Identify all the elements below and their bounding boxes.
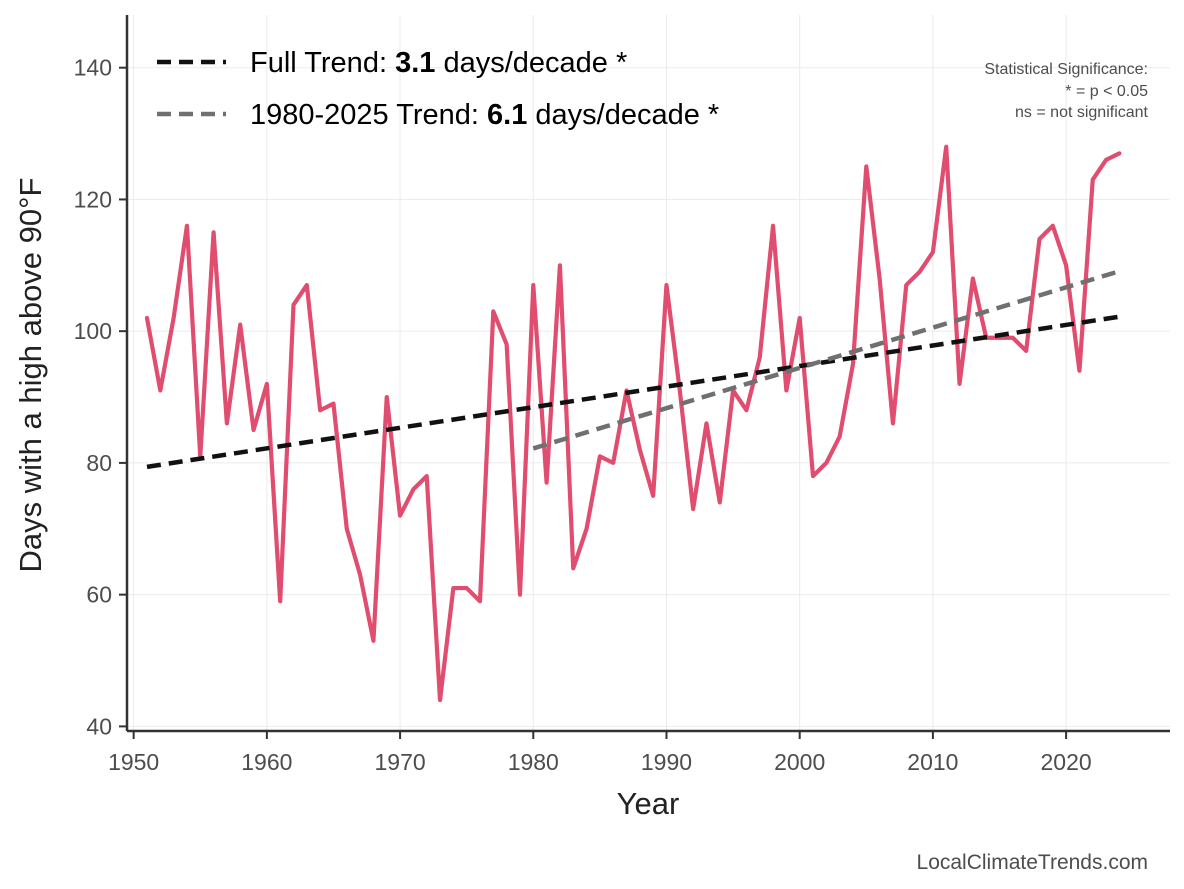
legend-label-1980-2025-trend: 1980-2025 Trend: 6.1 days/decade * bbox=[250, 99, 719, 131]
legend-label-full-trend: Full Trend: 3.1 days/decade * bbox=[250, 47, 627, 79]
legend-prefix-full-trend: Full Trend: bbox=[250, 47, 395, 79]
legend: Full Trend: 3.1 days/decade * 1980-2025 … bbox=[157, 47, 719, 131]
x-tick-label-2020: 2020 bbox=[1041, 749, 1092, 775]
ticks: 40 60 80 100 120 140 1950 1960 1970 1980 1990 2000 2… bbox=[74, 55, 1092, 775]
trend-line-full-trend bbox=[146, 314, 1120, 470]
significance-title: Statistical Significance: bbox=[984, 61, 1148, 78]
y-tick-label-120: 120 bbox=[74, 186, 112, 212]
y-axis-title: Days with a high above 90°F bbox=[13, 178, 48, 573]
significance-note: Statistical Significance: * = p < 0.05 n… bbox=[984, 61, 1148, 121]
legend-suffix-1980-2025-trend: days/decade * bbox=[527, 99, 719, 131]
x-tick-label-1990: 1990 bbox=[641, 749, 692, 775]
y-tick-label-60: 60 bbox=[86, 582, 112, 608]
x-tick-label-2000: 2000 bbox=[774, 749, 825, 775]
significance-ns: ns = not significant bbox=[1015, 104, 1149, 121]
trend-line-1980-2025-trend bbox=[532, 269, 1121, 451]
x-tick-label-1960: 1960 bbox=[241, 749, 292, 775]
y-tick-label-40: 40 bbox=[86, 713, 112, 739]
series-line-0 bbox=[144, 144, 1122, 703]
series-lines bbox=[144, 144, 1122, 703]
x-tick-label-1980: 1980 bbox=[508, 749, 559, 775]
y-tick-label-80: 80 bbox=[86, 450, 112, 476]
x-tick-label-2010: 2010 bbox=[907, 749, 958, 775]
legend-suffix-full-trend: days/decade * bbox=[435, 47, 627, 79]
axes bbox=[125, 15, 1170, 733]
y-tick-label-100: 100 bbox=[74, 318, 112, 344]
trend-lines bbox=[146, 269, 1121, 470]
x-tick-label-1950: 1950 bbox=[108, 749, 159, 775]
significance-star: * = p < 0.05 bbox=[1065, 83, 1148, 100]
x-axis-title: Year bbox=[617, 786, 680, 821]
grid bbox=[127, 15, 1170, 731]
source-caption: LocalClimateTrends.com bbox=[917, 851, 1148, 874]
x-tick-label-1970: 1970 bbox=[374, 749, 425, 775]
legend-prefix-1980-2025-trend: 1980-2025 Trend: bbox=[250, 99, 487, 131]
legend-value-full-trend: 3.1 bbox=[395, 47, 435, 79]
y-tick-label-140: 140 bbox=[74, 55, 112, 81]
legend-value-1980-2025-trend: 6.1 bbox=[487, 99, 527, 131]
